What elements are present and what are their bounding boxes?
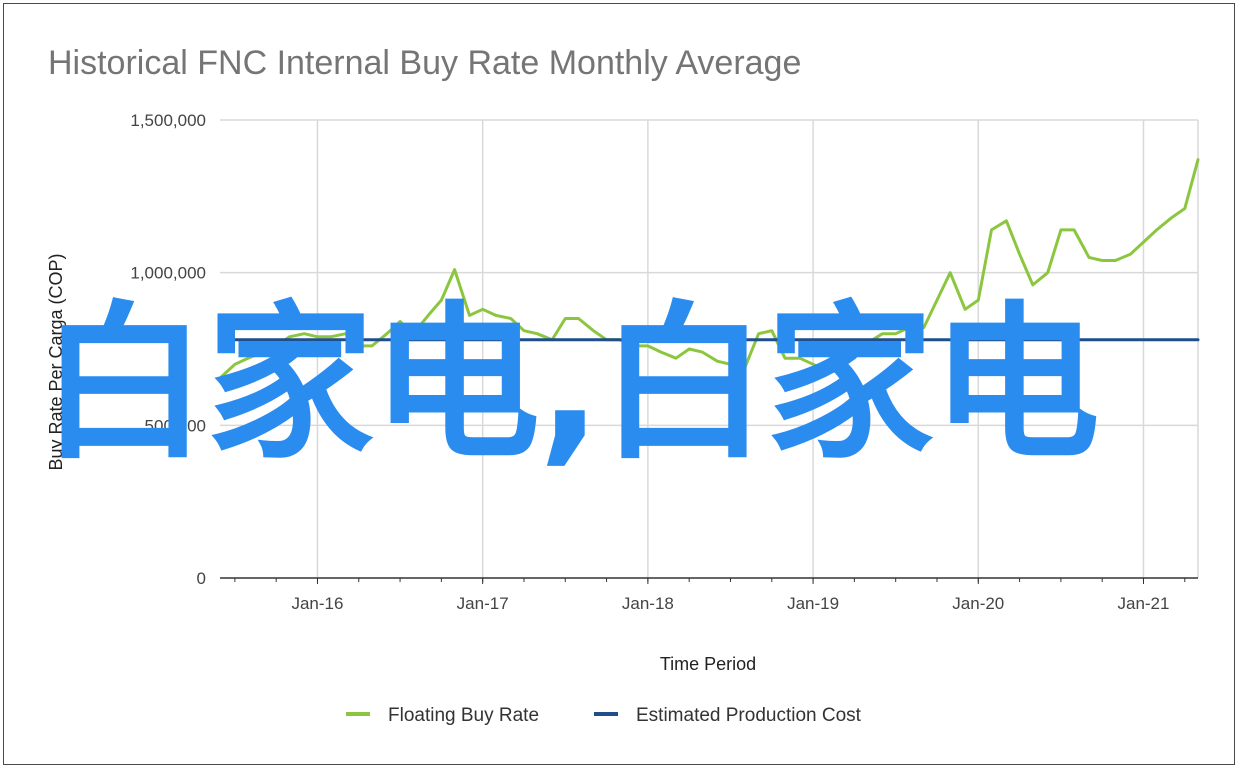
legend-item-floating-buy-rate: Floating Buy Rate [346,705,539,726]
legend-label: Floating Buy Rate [388,705,539,726]
x-tick-label: Jan-16 [291,594,343,613]
x-tick-label: Jan-20 [952,594,1004,613]
axis-layer [220,577,1198,584]
chart-title: Historical FNC Internal Buy Rate Monthly… [48,44,802,82]
x-axis-title: Time Period [660,654,756,674]
legend-label: Estimated Production Cost [636,705,862,726]
legend-item-estimated-production-cost: Estimated Production Cost [594,705,862,726]
y-tick-label: 0 [197,569,206,588]
y-tick-label: 500,000 [145,416,206,435]
x-tick-label: Jan-19 [787,594,839,613]
y-tick-label: 1,000,000 [130,264,206,283]
grid-layer [220,119,1199,578]
series-line-floating-buy-rate [220,158,1200,378]
x-tick-label: Jan-18 [622,594,674,613]
x-tick-label: Jan-17 [457,594,509,613]
label-layer: 0 500,000 1,000,000 1,500,000 Jan-16 Jan-17 Ja… [130,111,1169,613]
x-tick-label: Jan-21 [1117,594,1169,613]
y-tick-label: 1,500,000 [130,111,206,130]
series-layer [218,158,1200,378]
chart-frame: Historical FNC Internal Buy Rate Monthly… [3,3,1235,765]
y-axis-title: Buy Rate Per Carga (COP) [46,253,66,470]
legend: Floating Buy Rate Estimated Production Co… [346,705,862,726]
